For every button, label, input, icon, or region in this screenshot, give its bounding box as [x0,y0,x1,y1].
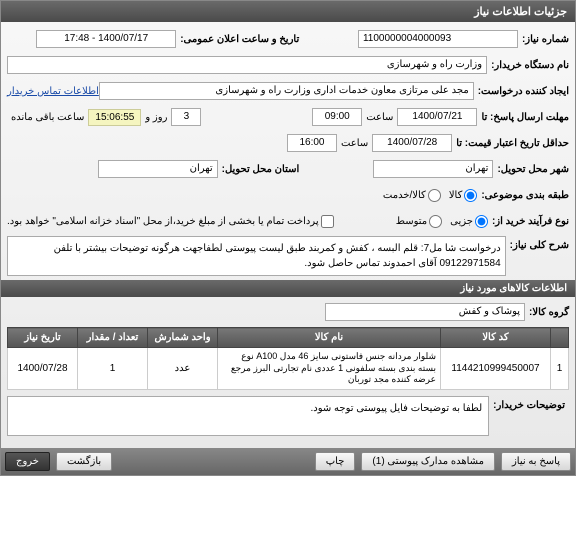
radio-goods-label: کالا [449,190,463,201]
desc-label: شرح کلی نیاز: [506,236,569,251]
need-number-value: 1100000004000093 [358,30,518,48]
row-need-number: شماره نیاز: 1100000004000093 تاریخ و ساع… [7,28,569,50]
radio-goods[interactable]: کالا [449,189,478,202]
reply-button[interactable]: پاسخ به نیاز [501,452,571,471]
row-purchase-type: نوع فرآیند خرید از: جزیی متوسط پرداخت تم… [7,210,569,232]
radio-partial[interactable]: جزیی [450,215,488,228]
radio-medium-input[interactable] [429,215,442,228]
col-name: نام کالا [218,328,441,348]
deadline-reply-time: 09:00 [312,108,362,126]
delivery-province-value: تهران [98,160,218,178]
col-code: کد کالا [441,328,551,348]
delivery-city-value: تهران [373,160,493,178]
row-min-valid: حداقل تاریخ اعتبار قیمت: تا 1400/07/28 س… [7,132,569,154]
cell-code: 1144210999450007 [441,348,551,390]
row-group: گروه کالا: پوشاک و کفش [7,301,569,323]
row-delivery: شهر محل تحویل: تهران استان محل تحویل: ته… [7,158,569,180]
payment-check[interactable]: پرداخت تمام یا بخشی از مبلغ خرید،از محل … [7,215,334,228]
org-label: نام دستگاه خریدار: [487,60,569,71]
row-org: نام دستگاه خریدار: وزارت راه و شهرسازی [7,54,569,76]
need-number-label: شماره نیاز: [518,34,569,45]
buyer-note-text: لطفا به توضیحات فایل پیوستی توجه شود. [7,396,489,436]
delivery-city-label: شهر محل تحویل: [493,164,569,175]
cell-name: شلوار مردانه جنس فاستونی سایز 46 مدل A10… [218,348,441,390]
cell-unit: عدد [148,348,218,390]
col-unit: واحد شمارش [148,328,218,348]
radio-goods-input[interactable] [464,189,477,202]
radio-medium-label: متوسط [396,216,427,227]
radio-partial-input[interactable] [475,215,488,228]
buyer-info-link[interactable]: اطلاعات تماس خریدار [7,86,99,97]
details-panel: جزئیات اطلاعات نیاز شماره نیاز: 11000000… [0,0,576,476]
footer-bar: پاسخ به نیاز مشاهده مدارک پیوستی (1) چاپ… [1,448,575,475]
items-table: کد کالا نام کالا واحد شمارش تعداد / مقدا… [7,327,569,390]
print-button[interactable]: چاپ [315,452,356,471]
cell-idx: 1 [551,348,569,390]
buyer-note-row: توضیحات خریدار: لطفا به توضیحات فایل پیو… [7,396,569,436]
min-valid-date: 1400/07/28 [372,134,452,152]
min-valid-time: 16:00 [287,134,337,152]
subject-class-radios: کالا کالا/خدمت [383,189,477,202]
desc-text: درخواست شا مل7: قلم البسه ، کفش و کمربند… [7,236,506,276]
col-idx [551,328,569,348]
announce-label: تاریخ و ساعت اعلان عمومی: [176,34,299,45]
exit-button[interactable]: خروج [5,452,50,471]
buyer-note-label: توضیحات خریدار: [489,396,569,415]
table-header-row: کد کالا نام کالا واحد شمارش تعداد / مقدا… [8,328,569,348]
row-subject-class: طبقه بندی موضوعی: کالا کالا/خدمت [7,184,569,206]
requester-label: ایجاد کننده درخواست: [474,86,569,97]
cell-need-date: 1400/07/28 [8,348,78,390]
row-desc: شرح کلی نیاز: درخواست شا مل7: قلم البسه … [7,236,569,276]
min-valid-label: حداقل تاریخ اعتبار قیمت: تا [452,138,569,149]
cell-qty: 1 [78,348,148,390]
delivery-province-label: استان محل تحویل: [218,164,300,175]
row-requester: ایجاد کننده درخواست: مجد علی مرتازی معاو… [7,80,569,102]
payment-note: پرداخت تمام یا بخشی از مبلغ خرید،از محل … [7,216,319,227]
radio-service[interactable]: کالا/خدمت [383,189,441,202]
days-value: 3 [171,108,201,126]
panel-title: جزئیات اطلاعات نیاز [1,1,575,22]
items-header: اطلاعات کالاهای مورد نیاز [1,280,575,297]
purchase-type-radios: جزیی متوسط [396,215,488,228]
countdown-timer: 15:06:55 [88,109,141,126]
radio-service-label: کالا/خدمت [383,190,426,201]
purchase-type-label: نوع فرآیند خرید از: [488,216,569,227]
subject-class-label: طبقه بندی موضوعی: [477,190,569,201]
table-row: 1 1144210999450007 شلوار مردانه جنس فاست… [8,348,569,390]
time-label-2: ساعت [337,136,372,151]
org-value: وزارت راه و شهرسازی [7,56,487,74]
radio-medium[interactable]: متوسط [396,215,442,228]
time-label-1: ساعت [362,110,397,125]
radio-partial-label: جزیی [450,216,473,227]
payment-check-input[interactable] [321,215,334,228]
radio-service-input[interactable] [428,189,441,202]
row-deadline-reply: مهلت ارسال پاسخ: تا 1400/07/21 ساعت 09:0… [7,106,569,128]
panel-body: شماره نیاز: 1100000004000093 تاریخ و ساع… [1,22,575,448]
back-button[interactable]: بازگشت [56,452,112,471]
announce-value: 1400/07/17 - 17:48 [36,30,176,48]
deadline-reply-label: مهلت ارسال پاسخ: تا [477,112,569,123]
days-label: روز و [141,110,171,125]
group-value: پوشاک و کفش [325,303,525,321]
col-need-date: تاریخ نیاز [8,328,78,348]
attachments-button[interactable]: مشاهده مدارک پیوستی (1) [361,452,495,471]
deadline-reply-date: 1400/07/21 [397,108,477,126]
remaining-label: ساعت باقی مانده [7,110,88,125]
requester-value: مجد علی مرتازی معاون خدمات اداری وزارت ر… [99,82,474,100]
col-qty: تعداد / مقدار [78,328,148,348]
group-label: گروه کالا: [525,307,569,318]
